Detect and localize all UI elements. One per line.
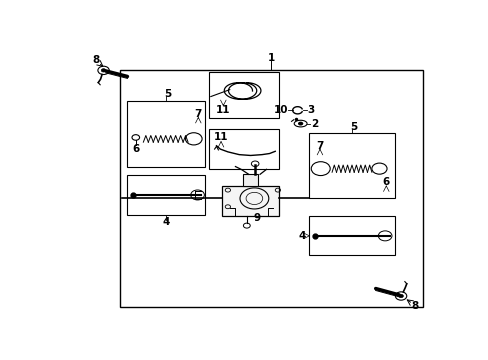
Text: 4: 4 [298,231,305,241]
Text: 8: 8 [411,301,418,311]
Text: 4: 4 [163,217,170,227]
Text: 9: 9 [253,213,261,224]
Bar [222,186,279,216]
Text: 6: 6 [382,177,389,187]
Text: 7: 7 [316,141,323,151]
Text: 1: 1 [267,53,275,63]
Bar [243,174,258,186]
Text: 5: 5 [349,122,357,132]
Bar [120,69,422,307]
Text: 2: 2 [310,118,317,129]
Text: 10: 10 [273,105,287,115]
Text: 7: 7 [194,109,202,119]
Bar [208,72,279,118]
Text: 8: 8 [92,55,100,66]
Bar [127,175,205,215]
Circle shape [398,294,403,298]
Bar [208,129,279,169]
Bar [309,133,394,198]
Circle shape [297,122,303,126]
Text: 11: 11 [216,105,230,115]
Circle shape [101,69,105,72]
Bar [127,102,205,167]
Text: 6: 6 [132,144,139,153]
Bar [309,216,394,255]
Text: 3: 3 [307,105,314,115]
Text: 11: 11 [213,132,228,143]
Text: 5: 5 [164,90,171,99]
